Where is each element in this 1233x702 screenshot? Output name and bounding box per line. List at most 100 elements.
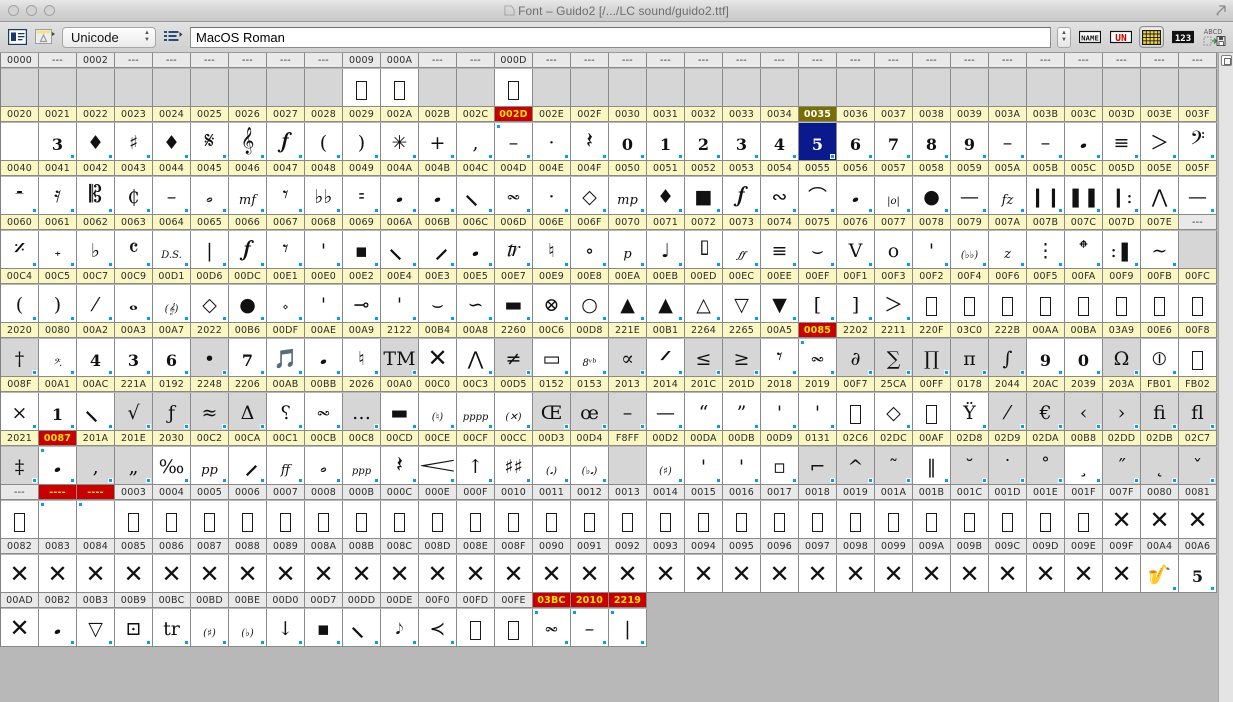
- glyph-anchor-handle[interactable]: [830, 208, 835, 213]
- glyph-cell[interactable]: [457, 501, 495, 539]
- glyph-anchor-handle[interactable]: [260, 208, 265, 213]
- glyph-cell[interactable]: ⌣: [419, 285, 457, 323]
- glyph-anchor-handle[interactable]: [982, 424, 987, 429]
- glyph-anchor-handle[interactable]: [488, 424, 493, 429]
- glyph-cell[interactable]: ppp: [343, 447, 381, 485]
- glyph-cell[interactable]: 6: [153, 339, 191, 377]
- glyph-cell[interactable]: ✳: [381, 123, 419, 161]
- glyph-cell[interactable]: ↑: [457, 447, 495, 485]
- glyph-cell[interactable]: ‚: [77, 447, 115, 485]
- glyph-anchor-handle[interactable]: [792, 424, 797, 429]
- glyph-anchor-handle[interactable]: [298, 316, 303, 321]
- glyph-cell[interactable]: (: [1, 285, 39, 323]
- glyph-cell[interactable]: ✕: [381, 555, 419, 593]
- glyph-cell[interactable]: ✕: [1103, 555, 1141, 593]
- glyph-anchor-handle[interactable]: [906, 262, 911, 267]
- glyph-cell[interactable]: ⁄: [77, 285, 115, 323]
- glyph-cell[interactable]: ♩: [647, 231, 685, 269]
- glyph-cell[interactable]: [761, 69, 799, 107]
- glyph-anchor-handle[interactable]: [564, 208, 569, 213]
- glyph-cell[interactable]: 𝄾: [761, 339, 799, 377]
- stepper-up-icon[interactable]: ▲: [1061, 30, 1067, 36]
- charset-input[interactable]: MacOS Roman: [190, 26, 1051, 48]
- glyph-anchor-handle[interactable]: [868, 478, 873, 483]
- glyph-anchor-handle[interactable]: [70, 370, 75, 375]
- glyph-anchor-handle[interactable]: [298, 370, 303, 375]
- glyph-anchor-handle[interactable]: [1096, 424, 1101, 429]
- glyph-cell[interactable]: –: [1027, 123, 1065, 161]
- glyph-anchor-handle[interactable]: [108, 154, 113, 159]
- glyph-cell[interactable]: 𝄾: [267, 177, 305, 215]
- glyph-cell[interactable]: ⊡: [115, 609, 153, 647]
- glyph-cell[interactable]: œ: [571, 393, 609, 431]
- glyph-cell[interactable]: 9: [1027, 339, 1065, 377]
- glyph-anchor-handle[interactable]: [222, 154, 227, 159]
- glyph-cell[interactable]: ⊗: [533, 285, 571, 323]
- glyph-cell[interactable]: 5: [1179, 555, 1217, 593]
- glyph-anchor-handle[interactable]: [792, 478, 797, 483]
- glyph-anchor-handle[interactable]: [1058, 262, 1063, 267]
- grid-view-button[interactable]: [1139, 26, 1164, 48]
- glyph-cell[interactable]: Œ: [533, 393, 571, 431]
- glyph-cell[interactable]: ▭: [533, 339, 571, 377]
- glyph-cell[interactable]: [875, 501, 913, 539]
- glyph-anchor-handle-top[interactable]: [800, 340, 805, 345]
- glyph-anchor-handle[interactable]: [678, 478, 683, 483]
- glyph-anchor-handle[interactable]: [108, 424, 113, 429]
- glyph-anchor-handle[interactable]: [222, 316, 227, 321]
- glyph-cell[interactable]: ✕: [913, 555, 951, 593]
- glyph-anchor-handle[interactable]: [146, 262, 151, 267]
- glyph-cell[interactable]: [77, 69, 115, 107]
- glyph-anchor-handle[interactable]: [1172, 208, 1177, 213]
- glyph-cell[interactable]: ∼: [1141, 231, 1179, 269]
- glyph-cell[interactable]: ∂: [837, 339, 875, 377]
- glyph-cell[interactable]: ∾: [761, 177, 799, 215]
- glyph-anchor-handle[interactable]: [260, 154, 265, 159]
- glyph-cell[interactable]: [457, 609, 495, 647]
- glyph-cell[interactable]: [1065, 501, 1103, 539]
- glyph-anchor-handle[interactable]: [450, 262, 455, 267]
- glyph-anchor-handle[interactable]: [70, 424, 75, 429]
- glyph-cell[interactable]: 🮣: [229, 447, 267, 485]
- glyph-anchor-handle[interactable]: [298, 154, 303, 159]
- glyph-cell[interactable]: Ÿ: [951, 393, 989, 431]
- glyph-cell[interactable]: 𝆑𝆑: [723, 231, 761, 269]
- glyph-anchor-handle[interactable]: [868, 370, 873, 375]
- glyph-cell[interactable]: [495, 69, 533, 107]
- glyph-anchor-handle[interactable]: [640, 424, 645, 429]
- glyph-anchor-handle[interactable]: [146, 640, 151, 645]
- glyph-cell[interactable]: ≈: [191, 393, 229, 431]
- glyph-cell[interactable]: 7: [229, 339, 267, 377]
- glyph-cell[interactable]: [609, 501, 647, 539]
- glyph-cell[interactable]: 1: [647, 123, 685, 161]
- glyph-anchor-handle[interactable]: [716, 316, 721, 321]
- glyph-anchor-handle[interactable]: [108, 640, 113, 645]
- glyph-cell[interactable]: [837, 69, 875, 107]
- glyph-anchor-handle[interactable]: [32, 370, 37, 375]
- glyph-cell[interactable]: 9: [951, 123, 989, 161]
- glyph-anchor-handle[interactable]: [906, 478, 911, 483]
- glyph-cell[interactable]: z: [989, 231, 1027, 269]
- glyph-anchor-handle[interactable]: [450, 208, 455, 213]
- glyph-cell[interactable]: €: [1027, 393, 1065, 431]
- abcd-save-icon[interactable]: ABCD: [1201, 26, 1227, 48]
- glyph-cell[interactable]: ▲: [609, 285, 647, 323]
- glyph-anchor-handle[interactable]: [564, 478, 569, 483]
- glyph-anchor-handle[interactable]: [336, 208, 341, 213]
- glyph-cell[interactable]: –: [571, 609, 609, 647]
- glyph-anchor-handle[interactable]: [70, 208, 75, 213]
- glyph-cell[interactable]: [419, 69, 457, 107]
- glyph-cell[interactable]: ▫: [761, 447, 799, 485]
- glyph-anchor-handle[interactable]: [412, 316, 417, 321]
- glyph-cell[interactable]: [267, 501, 305, 539]
- glyph-cell[interactable]: pppp: [457, 393, 495, 431]
- glyph-anchor-handle-top[interactable]: [40, 502, 45, 507]
- glyph-cell[interactable]: ●: [913, 177, 951, 215]
- glyph-anchor-handle[interactable]: [184, 640, 189, 645]
- glyph-anchor-handle[interactable]: [1020, 424, 1025, 429]
- glyph-anchor-handle[interactable]: [1134, 478, 1139, 483]
- glyph-cell[interactable]: 𝄡: [77, 177, 115, 215]
- glyph-anchor-handle[interactable]: [1020, 262, 1025, 267]
- glyph-row[interactable]: † 𝄢. 4 3 6 • 7 🎵 𝅘 ♮ TM ✕ ⋀ ≠ ▭ 8ᵛᵇ ∝ 𝄍 ≤ ≥ 𝄾 𝆗 ∂ ∑ ∏ π ∫ 9 0 Ω ⦶: [1, 339, 1217, 377]
- glyph-cell[interactable]: 𝅘: [1065, 123, 1103, 161]
